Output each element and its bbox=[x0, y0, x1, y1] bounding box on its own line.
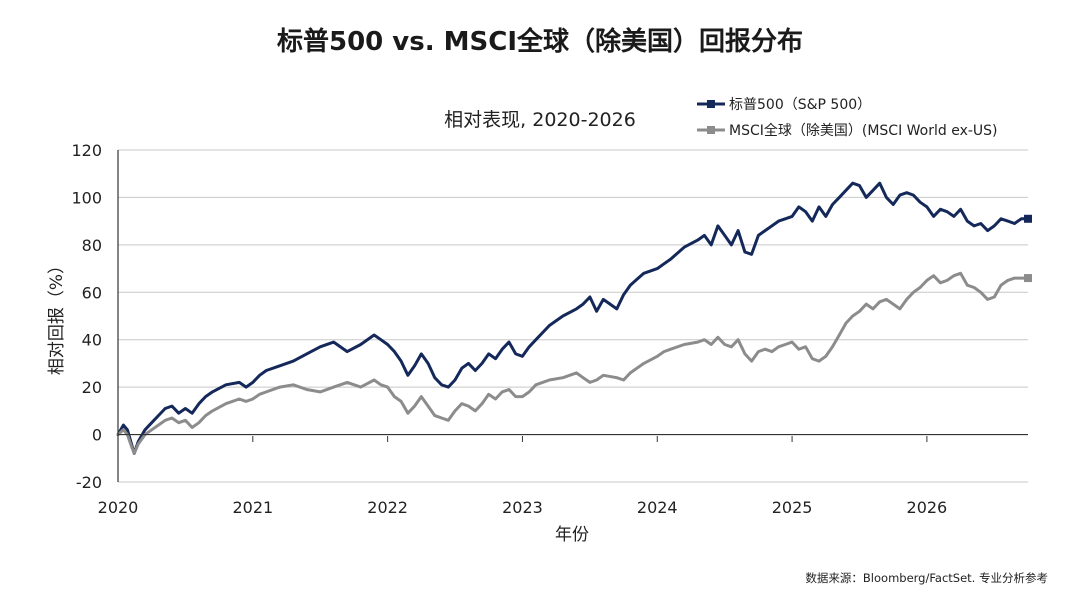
y-tick-label: 40 bbox=[82, 331, 102, 350]
series-line-msci bbox=[116, 271, 1030, 455]
legend-item-msci: MSCI全球（除美国）(MSCI World ex-US) bbox=[697, 122, 998, 139]
legend-label-sp500: 标普500（S&P 500） bbox=[729, 97, 871, 113]
source-note: 数据来源：Bloomberg/FactSet. 专业分析参考 bbox=[805, 571, 1048, 585]
legend-marker-msci bbox=[707, 126, 715, 134]
x-tick-label: 2024 bbox=[637, 498, 678, 517]
y-tick-label: 20 bbox=[82, 378, 102, 397]
y-axis-label: 相对回报（%） bbox=[47, 257, 67, 375]
legend-item-sp500: 标普500（S&P 500） bbox=[697, 97, 871, 113]
y-tick-label: 80 bbox=[82, 236, 102, 255]
gridlines bbox=[118, 149, 1028, 483]
chart-subtitle: 相对表现, 2020-2026 bbox=[444, 109, 636, 131]
x-tick-label: 2023 bbox=[502, 498, 543, 517]
x-tick-label: 2022 bbox=[367, 498, 408, 517]
x-tick-label: 2026 bbox=[907, 498, 948, 517]
x-tick-label: 2021 bbox=[232, 498, 273, 517]
y-tick-label: 60 bbox=[82, 283, 102, 302]
series-line-sp500 bbox=[116, 181, 1030, 455]
x-axis-label: 年份 bbox=[555, 525, 589, 545]
legend: 标普500（S&P 500） MSCI全球（除美国）(MSCI World ex… bbox=[697, 97, 998, 139]
y-tick-label: -20 bbox=[76, 473, 102, 492]
x-tick-label: 2020 bbox=[98, 498, 139, 517]
y-tick-label: 100 bbox=[71, 188, 102, 207]
legend-label-msci: MSCI全球（除美国）(MSCI World ex-US) bbox=[729, 122, 998, 139]
x-axis-ticks: 2020 2021 2022 2023 2024 2025 2026 bbox=[98, 436, 948, 517]
y-tick-label: 0 bbox=[92, 426, 102, 445]
y-tick-label: 120 bbox=[71, 141, 102, 160]
chart-title: 标普500 vs. MSCI全球（除美国）回报分布 bbox=[277, 26, 803, 57]
series-end-marker-msci bbox=[1024, 274, 1032, 283]
x-tick-label: 2025 bbox=[772, 498, 813, 517]
legend-marker-sp500 bbox=[707, 100, 715, 108]
series-end-marker-sp500 bbox=[1024, 214, 1032, 223]
series-lines bbox=[116, 181, 1032, 455]
y-axis-ticks: 120 100 80 60 40 20 0 -20 bbox=[71, 141, 102, 492]
